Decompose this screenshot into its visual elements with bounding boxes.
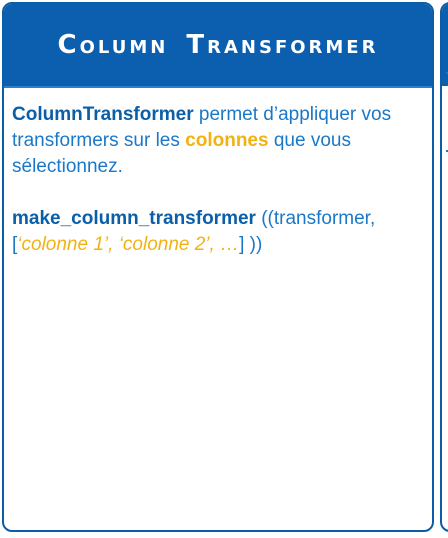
card-title: Column Transformer xyxy=(57,30,379,60)
code-open: ((transformer, [ xyxy=(12,208,376,255)
card-body: ColumnTransformer permet d’appliquer vos… xyxy=(4,88,432,258)
card-header: Column Transformer xyxy=(4,4,432,88)
intro-text-2: que vous sélectionnez. xyxy=(12,130,351,177)
code-sep1: , xyxy=(108,234,119,255)
code-paragraph: make_column_transformer ((transformer, [… xyxy=(12,206,424,258)
code-col1: ‘colonne 1’ xyxy=(17,234,109,255)
adjacent-card-edge xyxy=(440,2,448,532)
adjacent-card-mark xyxy=(446,150,448,152)
code-sep2: , xyxy=(209,234,221,255)
intro-text-1: permet d’appliquer vos transformers sur … xyxy=(12,104,392,151)
intro-highlight: colonnes xyxy=(185,130,269,151)
adjacent-card-header xyxy=(442,4,448,86)
intro-paragraph: ColumnTransformer permet d’appliquer vos… xyxy=(12,102,424,180)
code-col2: ‘colonne 2’ xyxy=(118,234,210,255)
code-function: make_column_transformer xyxy=(12,208,256,229)
intro-term: ColumnTransformer xyxy=(12,104,194,125)
column-transformer-card: Column Transformer ColumnTransformer per… xyxy=(2,2,434,532)
code-ellipsis: … xyxy=(220,234,240,255)
code-close: ] )) xyxy=(239,234,263,255)
adjacent-card-mark xyxy=(446,72,448,74)
